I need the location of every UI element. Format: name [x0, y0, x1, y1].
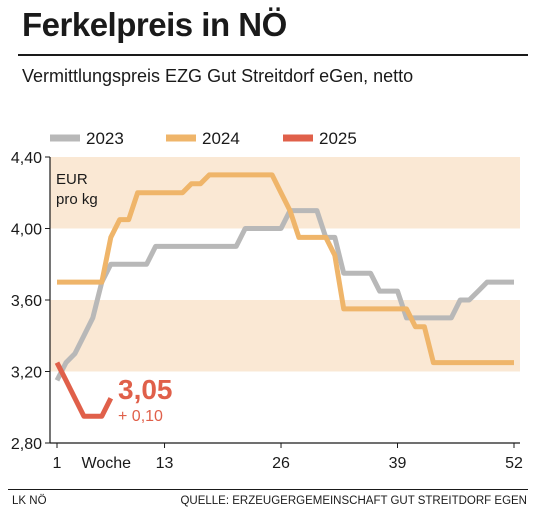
price-band-0 — [50, 300, 520, 372]
y-tick-label: 4,00 — [11, 222, 42, 239]
series-line-2024 — [57, 172, 514, 366]
y-tick-label: 3,20 — [11, 365, 42, 382]
title-divider — [18, 54, 528, 56]
legend-label-2023: 2023 — [86, 129, 124, 148]
price-change-label: + 0,10 — [118, 408, 163, 425]
x-tick-label: 26 — [272, 455, 290, 472]
x-tick-label: 52 — [505, 455, 523, 472]
x-tick-label: 39 — [389, 455, 407, 472]
y-tick-label: 3,60 — [11, 293, 42, 310]
x-tick-label: 1 — [53, 455, 62, 472]
price-line-chart: 4,40 4,00 3,60 3,20 2,80 1 13 26 39 52 Woche EUR pro… — [11, 129, 523, 472]
y-tick-label: 2,80 — [11, 436, 42, 453]
source-credit: LK NÖ — [12, 495, 47, 507]
unit-label-per-kg: pro kg — [56, 191, 98, 208]
series-line-2025 — [54, 361, 114, 419]
footer-divider — [8, 489, 528, 490]
unit-label-currency: EUR — [56, 171, 88, 188]
series-line-2023 — [54, 208, 514, 382]
current-price-label: 3,05 — [118, 374, 173, 405]
y-tick-label: 4,40 — [11, 150, 42, 167]
x-tick-label: 13 — [156, 455, 174, 472]
x-axis-label: Woche — [82, 455, 132, 472]
chart-subtitle: Vermittlungspreis EZG Gut Streitdorf eGe… — [22, 66, 414, 86]
legend-label-2024: 2024 — [202, 129, 240, 148]
source-note: QUELLE: ERZEUGERGEMEINSCHAFT GUT STREITD… — [180, 495, 527, 507]
legend-label-2025: 2025 — [319, 129, 357, 148]
page-title: Ferkelpreis in NÖ — [22, 6, 287, 43]
